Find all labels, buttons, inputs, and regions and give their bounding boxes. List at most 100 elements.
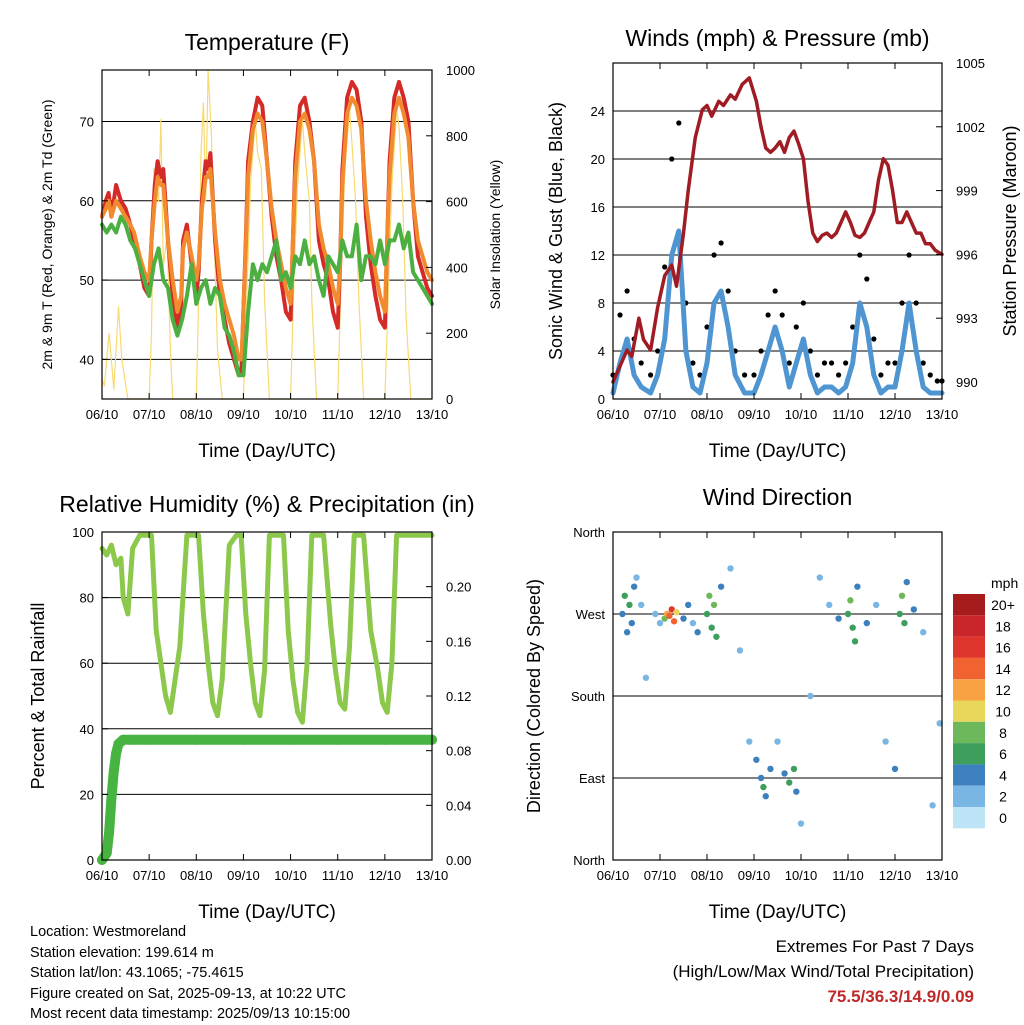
direction-point <box>929 802 936 809</box>
legend-swatch <box>953 657 985 680</box>
y-tick-label: 50 <box>80 273 94 288</box>
y-tick-label: 100 <box>72 525 94 540</box>
y-tick-label: 0 <box>598 392 605 407</box>
gust-point <box>836 372 842 378</box>
station-elevation: Station elevation: 199.614 m <box>30 944 214 961</box>
gust-point <box>697 372 703 378</box>
rainfall-point <box>125 734 136 745</box>
direction-point <box>797 820 805 827</box>
gust-point <box>690 360 696 366</box>
x-tick-label: 10/10 <box>274 407 307 422</box>
direction-point <box>910 606 917 613</box>
direction-point <box>633 574 640 581</box>
station-info: Location: Westmoreland Station elevation… <box>30 922 350 1025</box>
legend-label: 18 <box>995 618 1011 634</box>
direction-point <box>706 592 713 599</box>
direction-point <box>685 601 692 609</box>
direction-point <box>898 592 906 599</box>
direction-point <box>882 738 889 745</box>
x-tick-label: 11/10 <box>322 407 354 422</box>
y-tick-label: 80 <box>80 591 94 606</box>
direction-point <box>680 615 687 622</box>
x-tick-label: 10/10 <box>785 407 818 422</box>
plot-frame <box>101 69 433 400</box>
x-tick-label: 09/10 <box>738 407 771 422</box>
y-tick-label: 16 <box>591 200 605 215</box>
x-tick-label: 13/10 <box>416 407 449 422</box>
y-right-tick-label: 400 <box>446 260 468 275</box>
rainfall-point <box>191 734 202 745</box>
gust-point <box>617 312 623 318</box>
x-tick-label: 13/10 <box>416 868 449 883</box>
direction-point <box>666 612 673 620</box>
gust-point <box>751 372 757 378</box>
y-tick-label: 0 <box>87 853 94 868</box>
direction-point <box>851 638 859 645</box>
gust-point <box>906 252 912 258</box>
gust-point <box>704 324 710 330</box>
gust-point <box>742 372 748 378</box>
rainfall-point <box>379 734 390 745</box>
direction-point <box>757 774 765 782</box>
gust-point <box>718 240 724 246</box>
legend-swatch <box>953 615 985 637</box>
rainfall-point <box>238 734 249 745</box>
y-axis-label: 2m & 9m T (Red, Orange) & 2m Td (Green) <box>39 100 55 370</box>
direction-point <box>670 618 678 625</box>
y-tick-label: West <box>576 607 606 622</box>
x-axis-label: Time (Day/UTC) <box>709 441 847 462</box>
gust-point <box>934 378 940 384</box>
legend-swatch <box>953 764 985 786</box>
panel-3: Relative Humidity (%) & Precipitation (i… <box>28 491 475 923</box>
y-right-tick-label: 200 <box>446 326 468 341</box>
gust-point <box>655 348 661 354</box>
gust-point <box>828 360 835 366</box>
direction-point <box>847 597 854 604</box>
x-tick-label: 06/10 <box>597 868 630 883</box>
x-tick-label: 12/10 <box>879 868 912 883</box>
y-axis-label: Percent & Total Rainfall <box>28 603 48 790</box>
x-tick-label: 13/10 <box>926 407 959 422</box>
station-latlon: Station lat/lon: 43.1065; -75.4615 <box>30 965 244 981</box>
series-total-rainfall <box>97 734 437 865</box>
direction-point <box>786 779 793 786</box>
panel-title: Winds (mph) & Pressure (mb) <box>625 25 929 51</box>
direction-point <box>844 610 852 618</box>
direction-point <box>628 619 635 627</box>
direction-point <box>623 629 631 636</box>
direction-point <box>736 647 744 654</box>
y-tick-label: 4 <box>598 344 605 359</box>
x-tick-label: 07/10 <box>133 407 166 422</box>
series-2m-td <box>100 214 434 378</box>
direction-point <box>727 565 734 572</box>
x-tick-label: 12/10 <box>879 407 912 422</box>
y-tick-label: 40 <box>80 722 94 737</box>
x-tick-label: 09/10 <box>227 407 260 422</box>
plot-frame <box>612 62 943 400</box>
x-tick-label: 07/10 <box>644 868 677 883</box>
rainfall-point <box>106 793 117 804</box>
y-axis-label: Direction (Colored By Speed) <box>524 579 544 813</box>
gust-point <box>758 348 764 354</box>
extremes-subtitle: (High/Low/Max Wind/Total Precipitation) <box>672 962 974 981</box>
y-right-tick-label: 999 <box>956 184 978 199</box>
direction-point <box>746 738 753 745</box>
legend-label: 4 <box>999 767 1007 783</box>
y-right-tick-label: 0.16 <box>446 634 471 649</box>
x-tick-label: 11/10 <box>322 868 354 883</box>
direction-point <box>816 574 823 581</box>
y-tick-label: 24 <box>591 104 605 119</box>
legend-label: 6 <box>999 746 1007 762</box>
figure-created: Figure created on Sat, 2025-09-13, at 10… <box>30 985 346 1002</box>
x-tick-label: 12/10 <box>369 868 402 883</box>
x-tick-label: 07/10 <box>644 407 677 422</box>
rainfall-point <box>101 848 112 859</box>
legend-swatch <box>953 679 985 701</box>
direction-point <box>936 720 943 727</box>
series-sonic-wind <box>610 228 945 396</box>
y-right-tick-label: 1005 <box>956 56 985 71</box>
legend-swatch <box>953 807 985 829</box>
y-tick-label: 20 <box>591 152 605 167</box>
gust-point <box>779 312 785 318</box>
